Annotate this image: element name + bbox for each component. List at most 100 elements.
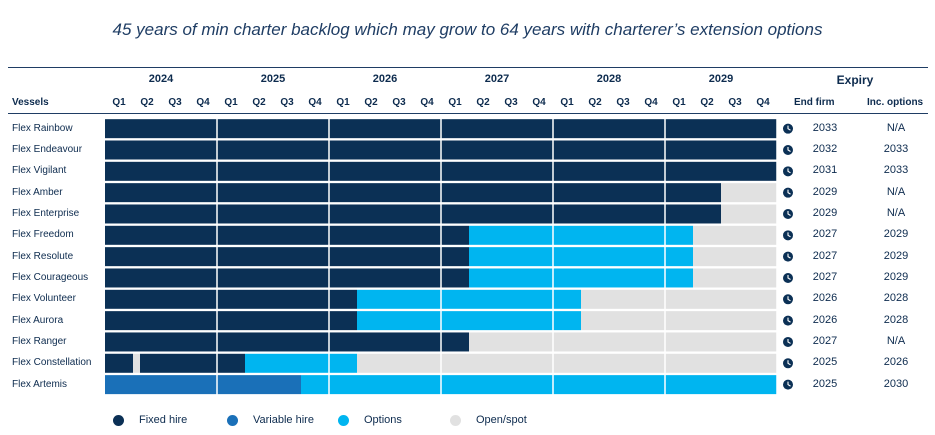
legend-item-fixed: Fixed hire [113, 414, 187, 426]
clock-icon [783, 208, 793, 219]
bar-segment-open [693, 247, 777, 267]
bar-segment-open [357, 353, 777, 373]
end-firm-value: 2027 [812, 228, 838, 241]
end-firm-value: 2029 [812, 185, 838, 198]
legend-item-open: Open/spot [450, 414, 527, 426]
clock-icon [783, 144, 793, 155]
clock-icon [783, 336, 793, 347]
bar-segment-fixed [105, 204, 721, 224]
bar-segment-open [469, 332, 777, 352]
inc-options-value: 2030 [883, 377, 909, 390]
end-firm-header: End firm [794, 97, 835, 108]
vessel-name: Flex Aurora [12, 314, 64, 326]
vessel-name: Flex Amber [12, 186, 63, 198]
bar-segment-open [721, 183, 777, 203]
quarter-label: Q3 [392, 97, 406, 108]
bar-segment-variable [105, 375, 301, 395]
legend-swatch [227, 414, 238, 426]
inc-options-value: 2029 [883, 228, 909, 241]
clock-icon [783, 294, 793, 305]
inc-options-value: 2028 [883, 313, 909, 326]
header-top-rule [8, 67, 928, 68]
year-label-2027: 2027 [484, 73, 510, 85]
bar-segment-fixed [105, 353, 133, 373]
quarter-label: Q3 [280, 97, 294, 108]
year-label-2026: 2026 [372, 73, 398, 85]
vessel-name: Flex Volunteer [12, 293, 76, 305]
bar-segment-fixed [105, 183, 721, 203]
bar-segment-fixed [105, 247, 469, 267]
vessel-name: Flex Enterprise [12, 207, 80, 219]
bar-segment-open [721, 204, 777, 224]
legend-label: Options [364, 414, 402, 426]
quarter-label: Q1 [224, 97, 238, 108]
legend-swatch [113, 414, 124, 426]
quarter-label: Q2 [588, 97, 602, 108]
quarter-label: Q4 [644, 97, 658, 108]
quarter-label: Q4 [532, 97, 546, 108]
end-firm-value: 2025 [812, 356, 838, 369]
vessel-name: Flex Endeavour [12, 143, 83, 155]
quarter-label: Q2 [140, 97, 154, 108]
vessel-name: Flex Freedom [12, 229, 74, 241]
inc-options-value: 2028 [883, 292, 909, 305]
clock-icon [783, 166, 793, 177]
quarter-label: Q1 [672, 97, 686, 108]
year-label-2024: 2024 [148, 73, 174, 85]
legend-item-options: Options [338, 414, 402, 426]
bar-segment-fixed [140, 353, 245, 373]
quarter-label: Q2 [476, 97, 490, 108]
quarter-label: Q1 [112, 97, 126, 108]
bar-segment-options [301, 375, 777, 395]
legend-swatch [450, 414, 461, 426]
end-firm-value: 2025 [812, 377, 838, 390]
year-label-2029: 2029 [708, 73, 734, 85]
legend-label: Fixed hire [139, 414, 188, 426]
inc-options-value: N/A [886, 185, 906, 198]
vessel-name: Flex Rainbow [12, 122, 73, 134]
bar-segment-open [133, 353, 140, 373]
bar-segment-options [469, 268, 693, 288]
inc-options-value: N/A [886, 206, 906, 219]
year-label-2028: 2028 [596, 73, 622, 85]
legend-label: Variable hire [253, 414, 314, 426]
end-firm-value: 2033 [812, 121, 838, 134]
clock-icon [783, 358, 793, 369]
quarter-label: Q2 [700, 97, 714, 108]
quarter-label: Q2 [252, 97, 266, 108]
bar-segment-options [469, 225, 693, 245]
quarter-label: Q1 [560, 97, 574, 108]
end-firm-value: 2027 [812, 334, 838, 347]
clock-icon [783, 187, 793, 198]
quarter-label: Q4 [196, 97, 210, 108]
bar-segment-open [693, 268, 777, 288]
vessel-name: Flex Constellation [12, 357, 92, 369]
expiry-header: Expiry [836, 73, 874, 87]
end-firm-value: 2029 [812, 206, 838, 219]
bar-segment-fixed [105, 268, 469, 288]
end-firm-value: 2026 [812, 313, 838, 326]
end-firm-value: 2026 [812, 292, 838, 305]
vessels-header: Vessels [12, 97, 49, 108]
inc-options-value: N/A [886, 121, 906, 134]
inc-options-value: N/A [886, 334, 906, 347]
quarter-label: Q3 [504, 97, 518, 108]
end-firm-value: 2027 [812, 270, 838, 283]
clock-icon [783, 123, 793, 134]
bar-segment-fixed [105, 225, 469, 245]
clock-icon [783, 230, 793, 241]
quarter-label: Q4 [420, 97, 434, 108]
end-firm-value: 2031 [812, 164, 838, 177]
clock-icon [783, 272, 793, 283]
bar-segment-fixed [105, 311, 357, 331]
end-firm-value: 2032 [812, 142, 838, 155]
quarter-label: Q3 [728, 97, 742, 108]
clock-icon [783, 315, 793, 326]
vessel-name: Flex Ranger [12, 335, 67, 347]
vessel-name: Flex Courageous [12, 271, 89, 283]
quarter-label: Q1 [336, 97, 350, 108]
bar-segment-options [469, 247, 693, 267]
bar-segment-options [357, 311, 581, 331]
chart-title: 45 years of min charter backlog which ma… [112, 20, 823, 39]
